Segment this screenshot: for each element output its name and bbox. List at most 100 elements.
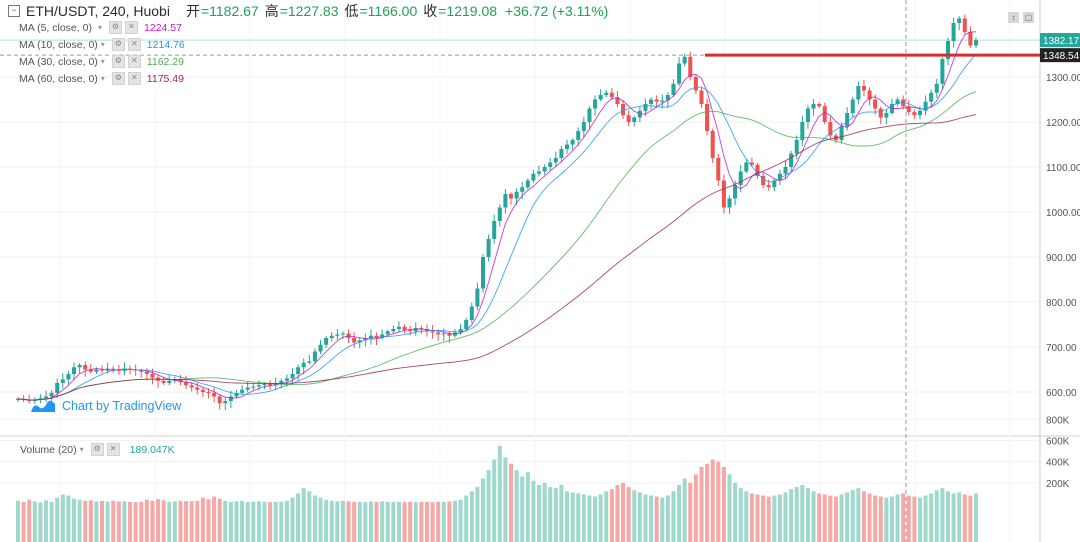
candle-body	[374, 335, 379, 338]
candle-body	[486, 239, 491, 257]
candle-body	[604, 92, 609, 95]
candle-body	[212, 392, 217, 397]
volume-bar	[940, 488, 945, 542]
tradingview-logo-icon	[31, 400, 55, 412]
ma-row[interactable]: MA (30, close, 0) ▾ ⚙ ✕ 1162.29	[19, 53, 608, 70]
symbol-label: ETH/USDT, 240, Huobi	[26, 2, 170, 19]
ma-row[interactable]: MA (60, close, 0) ▾ ⚙ ✕ 1175.49	[19, 70, 608, 87]
volume-tick-label: 600K	[1046, 436, 1070, 447]
candle-body	[581, 122, 586, 131]
ma-name: MA (60, close, 0)	[19, 72, 98, 85]
chevron-down-icon[interactable]: ▾	[98, 23, 103, 32]
settings-icon[interactable]: ⚙	[111, 72, 125, 85]
chevron-down-icon[interactable]: ▾	[79, 445, 84, 454]
crosshair-price-badge-bg	[1040, 48, 1080, 63]
tradingview-branding[interactable]: Chart by TradingView	[30, 398, 181, 414]
volume-bar	[284, 500, 289, 542]
close-icon[interactable]: ✕	[127, 72, 141, 85]
close-icon[interactable]: ✕	[106, 443, 120, 456]
candle-body	[643, 104, 648, 111]
high-label: 高	[264, 2, 279, 19]
volume-bar	[150, 500, 155, 542]
volume-bar	[508, 463, 514, 542]
volume-bar	[861, 491, 866, 542]
volume-bar	[396, 502, 401, 542]
candle-body	[301, 362, 306, 368]
candle-body	[968, 32, 973, 46]
candle-body	[553, 158, 558, 163]
candle-body	[755, 164, 760, 176]
move-up-icon[interactable]: ↕	[1008, 12, 1019, 23]
open-label: 开	[185, 2, 200, 19]
candle-body	[531, 173, 536, 181]
volume-bar	[945, 491, 951, 542]
candle-body	[514, 191, 519, 199]
volume-bar	[962, 494, 967, 542]
candle-body	[817, 104, 822, 107]
volume-legend[interactable]: Volume (20) ▾ ⚙ ✕ 189.047K	[20, 443, 175, 456]
volume-bar	[845, 492, 850, 542]
volume-bar	[408, 501, 413, 542]
volume-bar	[721, 466, 726, 542]
volume-bar	[200, 497, 205, 542]
candle-body	[861, 86, 866, 91]
volume-bar	[144, 499, 149, 542]
candle-body	[761, 176, 766, 185]
volume-bar	[957, 492, 962, 542]
volume-bar	[307, 491, 312, 542]
candle-body	[475, 288, 480, 307]
candle-body	[441, 333, 446, 335]
candle-body	[318, 344, 323, 352]
settings-icon[interactable]: ⚙	[111, 55, 125, 68]
volume-bar	[878, 496, 883, 542]
volume-bar	[901, 493, 906, 542]
volume-bar	[156, 499, 161, 542]
collapse-icon[interactable]: −	[8, 4, 20, 17]
volume-bar	[682, 478, 687, 542]
ma-row[interactable]: MA (10, close, 0) ▾ ⚙ ✕ 1214.76	[19, 36, 608, 53]
volume-bar	[693, 474, 698, 542]
candle-body	[290, 374, 295, 379]
candle-body	[934, 83, 939, 93]
price-tick-label: 1000.00	[1046, 208, 1080, 219]
candle-body	[649, 99, 654, 104]
volume-bar	[889, 496, 894, 542]
chevron-down-icon[interactable]: ▾	[100, 57, 105, 66]
candle-body	[945, 41, 951, 59]
settings-icon[interactable]: ⚙	[109, 21, 123, 34]
settings-icon[interactable]: ⚙	[111, 38, 125, 51]
volume-bar	[262, 501, 267, 542]
volume-bar	[312, 495, 317, 542]
volume-bar	[413, 502, 418, 542]
candle-body	[161, 380, 166, 383]
close-icon[interactable]: ✕	[125, 21, 139, 34]
volume-bar	[525, 472, 530, 542]
chevron-down-icon[interactable]: ▾	[100, 40, 105, 49]
ma10-line	[17, 53, 977, 401]
price-tick-label: 1300.00	[1046, 73, 1080, 84]
ma-row[interactable]: MA (5, close, 0) ▾ ⚙ ✕ 1224.57	[19, 19, 608, 36]
volume-bar	[654, 496, 659, 542]
candle-body	[626, 115, 631, 122]
close-value: =1219.08	[438, 2, 498, 19]
candle-body	[777, 173, 782, 181]
settings-icon[interactable]: ⚙	[90, 443, 104, 456]
volume-bar	[873, 495, 878, 542]
volume-bar	[968, 495, 973, 542]
volume-bar	[912, 496, 917, 542]
close-icon[interactable]: ✕	[127, 55, 141, 68]
candle-body	[772, 180, 777, 188]
candle-body	[268, 383, 273, 386]
chevron-down-icon[interactable]: ▾	[100, 74, 105, 83]
volume-bar	[189, 501, 194, 542]
close-icon[interactable]: ✕	[127, 38, 141, 51]
maximize-icon[interactable]: ▢	[1023, 12, 1034, 23]
volume-bar	[783, 492, 788, 542]
volume-bar	[744, 491, 749, 542]
volume-bar	[436, 501, 441, 542]
volume-bar	[705, 463, 710, 542]
volume-bar	[251, 501, 256, 542]
candle-body	[693, 77, 698, 91]
volume-bar	[116, 501, 121, 542]
